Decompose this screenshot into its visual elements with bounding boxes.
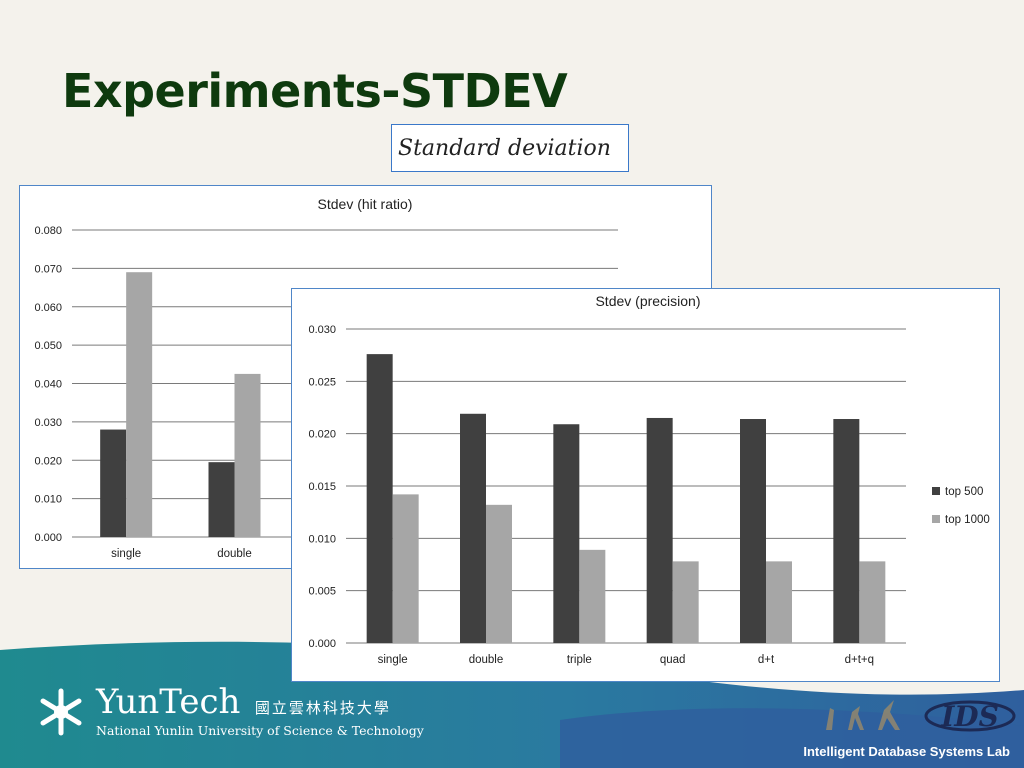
- yuntech-logo: YunTech 國立雲林科技大學 National Yunlin Univers…: [36, 685, 424, 738]
- y-tick-label: 0.020: [34, 455, 62, 467]
- y-tick-label: 0.005: [308, 586, 336, 598]
- y-tick-label: 0.000: [34, 532, 62, 544]
- bar-top-500-triple: [553, 424, 580, 643]
- y-tick-label: 0.020: [308, 429, 336, 441]
- bar-top-500-d+t+q: [833, 419, 860, 643]
- bar-top-1000-double: [234, 373, 261, 537]
- y-tick-label: 0.030: [308, 324, 336, 336]
- bar-top-1000-d+t+q: [859, 561, 886, 643]
- precision-chart: Stdev (precision) 0.000 0.005 0.010 0.015 0.0…: [308, 293, 990, 666]
- bar-top-1000-quad: [672, 561, 699, 643]
- x-tick-label: d+t+q: [845, 654, 874, 666]
- ids-lab-logo: IDS: [826, 700, 1016, 733]
- ids-logo-text: IDS: [940, 700, 999, 733]
- logo-subtitle: National Yunlin University of Science & …: [96, 723, 424, 738]
- y-tick-label: 0.050: [34, 340, 62, 352]
- x-tick-label: double: [469, 654, 504, 666]
- x-tick-label: triple: [567, 654, 592, 666]
- y-tick-label: 0.000: [308, 638, 336, 650]
- footer-wave-band: [0, 641, 1024, 768]
- bar-top-500-d+t: [740, 419, 766, 643]
- slide-title: Experiments-STDEV: [62, 64, 568, 118]
- y-tick-label: 0.010: [308, 533, 336, 545]
- bar-top-1000-triple: [579, 549, 606, 643]
- chart-title: Stdev (hit ratio): [318, 196, 413, 212]
- y-tick-label: 0.060: [34, 302, 62, 314]
- bar-top-500-single: [100, 429, 127, 537]
- logo-name: YunTech: [96, 682, 241, 722]
- figure-icon: [848, 706, 864, 730]
- bar-top-1000-d+t: [766, 561, 792, 643]
- x-tick-label: d+t: [758, 654, 775, 666]
- x-tick-label: quad: [660, 654, 686, 666]
- bar-top-500-single: [366, 354, 393, 643]
- x-tick-label: single: [378, 654, 408, 666]
- x-tick-label: double: [217, 548, 252, 560]
- y-tick-label: 0.070: [34, 263, 62, 275]
- legend-swatch: [932, 487, 940, 495]
- bar-top-500-double: [208, 462, 235, 537]
- y-tick-label: 0.010: [34, 494, 62, 506]
- y-tick-label: 0.030: [34, 417, 62, 429]
- bar-top-1000-double: [486, 504, 512, 643]
- figure-icon: [878, 700, 900, 730]
- precision-chart-panel: Stdev (precision) 0.000 0.005 0.010 0.015 0.0…: [291, 288, 1000, 682]
- x-tick-label: single: [111, 548, 141, 560]
- legend-label: top 500: [945, 486, 983, 498]
- legend-swatch: [932, 515, 940, 523]
- bar-top-1000-single: [392, 494, 419, 643]
- y-tick-label: 0.080: [34, 225, 62, 237]
- y-tick-label: 0.015: [308, 481, 336, 493]
- figure-icon: [826, 708, 834, 730]
- y-tick-label: 0.025: [308, 376, 336, 388]
- y-tick-label: 0.040: [34, 379, 62, 391]
- bar-top-500-double: [460, 413, 486, 643]
- snowflake-icon: [40, 688, 82, 735]
- bar-top-500-quad: [646, 417, 673, 643]
- legend-label: top 1000: [945, 514, 990, 526]
- logo-chinese-name: 國立雲林科技大學: [254, 699, 391, 717]
- caption-box: Standard deviation: [391, 124, 629, 172]
- footer-lab-label: Intelligent Database Systems Lab: [803, 744, 1010, 759]
- chart-title: Stdev (precision): [595, 293, 700, 309]
- bar-top-1000-single: [126, 272, 153, 537]
- caption-text: Standard deviation: [398, 135, 611, 161]
